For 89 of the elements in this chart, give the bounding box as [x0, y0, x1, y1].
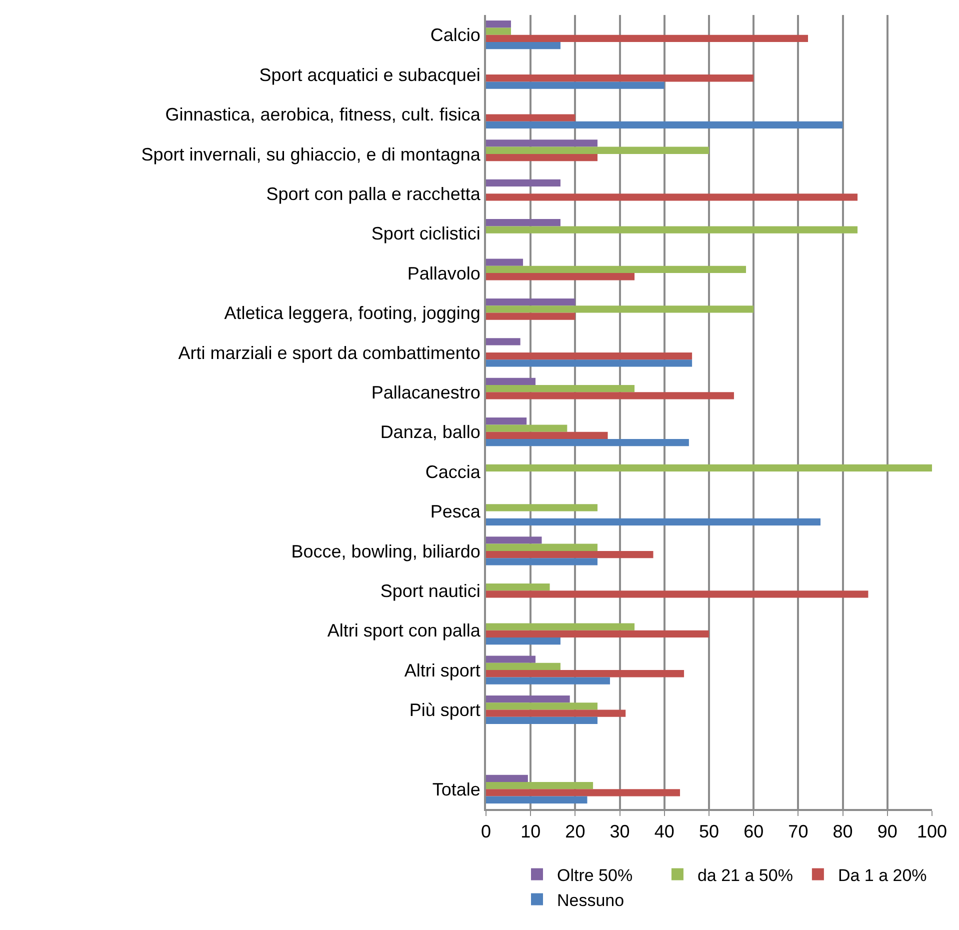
- bar: [486, 266, 746, 274]
- bar: [486, 194, 858, 201]
- bar: [486, 424, 568, 432]
- legend-label: da 21 a 50%: [697, 866, 793, 885]
- y-tick-label: Danza, ballo: [380, 422, 480, 442]
- bar: [486, 338, 520, 346]
- bar: [486, 82, 664, 89]
- bar: [486, 352, 692, 360]
- y-tick-label: Altri sport: [404, 660, 480, 680]
- bar: [486, 312, 576, 320]
- legend-label: Da 1 a 20%: [838, 866, 927, 885]
- bar: [486, 74, 754, 82]
- bar: [486, 670, 684, 678]
- y-tick-label: Sport invernali, su ghiaccio, e di montagna: [141, 144, 482, 164]
- y-tick-label: Ginnastica, aerobica, fitness, cult. fisica: [165, 104, 482, 125]
- y-tick-label: Sport acquatici e subacquei: [259, 64, 480, 85]
- bar: [486, 385, 635, 392]
- bar: [486, 662, 560, 670]
- bar: [486, 677, 610, 684]
- bar: [486, 782, 594, 790]
- bar: [486, 34, 808, 42]
- bar: [486, 146, 709, 154]
- y-tick-label: Bocce, bowling, biliardo: [291, 541, 480, 562]
- bar: [486, 439, 689, 446]
- y-tick-label: Arti marziali e sport da combattimento: [178, 342, 480, 363]
- bar: [486, 536, 542, 544]
- x-tick-label: 100: [916, 822, 948, 842]
- x-tick-label: 0: [480, 822, 492, 842]
- bar: [486, 590, 868, 598]
- x-tick-label: 10: [520, 822, 541, 842]
- y-tick-label: Sport nautici: [380, 580, 480, 601]
- bar: [486, 584, 550, 591]
- bar: [486, 518, 820, 526]
- x-tick-label: 60: [744, 822, 764, 842]
- bar: [486, 544, 598, 551]
- y-tick-label: Pallavolo: [407, 263, 480, 284]
- y-tick-label: Totale: [432, 779, 480, 800]
- bar: [486, 789, 680, 796]
- bar: [486, 42, 560, 50]
- bar: [486, 630, 709, 638]
- bar: [486, 716, 598, 724]
- bar: [486, 550, 654, 558]
- y-tick-label: Pallacanestro: [371, 382, 480, 402]
- bar: [486, 121, 843, 129]
- legend-label: Nessuno: [557, 890, 624, 910]
- bar: [486, 774, 528, 782]
- bar: [486, 179, 560, 186]
- bar: [486, 702, 598, 710]
- x-tick-label: 40: [654, 822, 674, 842]
- bar: [486, 258, 524, 266]
- y-tick-label: Più sport: [409, 700, 480, 720]
- y-tick-label: Sport con palla e racchetta: [266, 184, 482, 204]
- bar: [486, 796, 588, 804]
- bar: [486, 695, 570, 703]
- legend-label: Oltre 50%: [557, 866, 633, 885]
- bar: [486, 392, 734, 400]
- bar: [486, 638, 560, 645]
- bar: [486, 306, 754, 313]
- y-tick-label: Pesca: [430, 502, 482, 522]
- bar: [486, 418, 527, 425]
- y-tick-label: Calcio: [430, 25, 480, 46]
- bar: [486, 360, 692, 367]
- x-tick-label: 30: [610, 822, 630, 842]
- y-tick-label: Caccia: [425, 462, 482, 482]
- bar: [486, 378, 536, 385]
- x-tick-label: 90: [877, 822, 898, 842]
- y-tick-label: Atletica leggera, footing, jogging: [224, 303, 480, 324]
- x-tick-label: 50: [698, 822, 720, 842]
- x-tick-label: 70: [788, 822, 808, 842]
- x-tick-label: 80: [832, 822, 853, 842]
- x-tick-label: 20: [565, 822, 586, 842]
- bar: [486, 226, 858, 234]
- bar: [486, 114, 576, 122]
- bar: [486, 623, 635, 630]
- bar: [486, 504, 598, 512]
- bar: [486, 464, 932, 472]
- bar: [486, 140, 598, 147]
- bar: [486, 656, 536, 663]
- bar: [486, 28, 511, 35]
- bar: [486, 219, 560, 226]
- y-tick-label: Altri sport con palla: [327, 620, 482, 641]
- bar: [486, 273, 635, 280]
- y-tick-label: Sport ciclistici: [371, 224, 480, 244]
- bar: [486, 432, 608, 439]
- bar: [486, 154, 598, 162]
- bar: [486, 710, 626, 717]
- bar: [486, 298, 576, 306]
- bar: [486, 20, 511, 28]
- bar: [486, 558, 598, 566]
